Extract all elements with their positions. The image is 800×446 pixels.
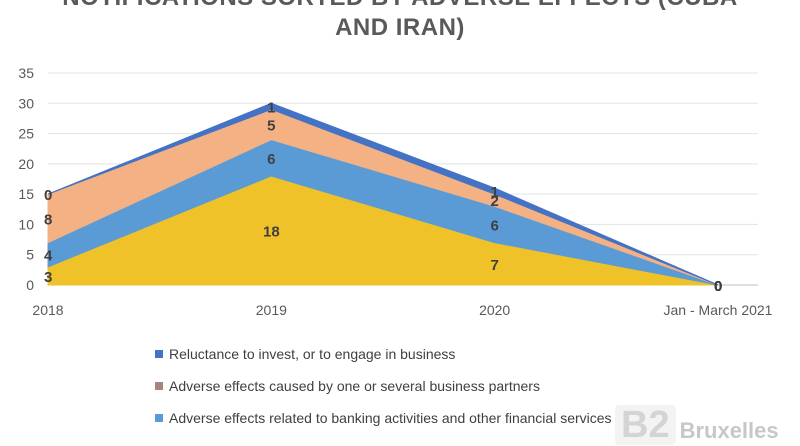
data-label: 1: [490, 184, 498, 201]
x-tick-label: 2020: [479, 302, 510, 318]
legend-item-business-partners: Adverse effects caused by one or several…: [155, 374, 612, 398]
legend-swatch: [155, 350, 163, 358]
chart-title-line-2: AND IRAN): [335, 14, 465, 41]
watermark: B2 Bruxelles: [615, 398, 800, 445]
watermark-text: Bruxelles: [679, 418, 779, 443]
data-label: 4: [44, 248, 53, 265]
data-label: 3: [44, 269, 52, 286]
y-tick-label: 5: [26, 247, 34, 263]
chart-title-line-1: NOTIFICATIONS SORTED BY ADVERSE EFFECTS …: [0, 0, 800, 12]
legend-swatch: [155, 382, 163, 390]
data-label: 2: [490, 193, 498, 210]
legend-item-reluctance: Reluctance to invest, or to engage in bu…: [155, 342, 612, 366]
legend: Reluctance to invest, or to engage in bu…: [155, 342, 612, 438]
data-label: 0: [714, 278, 722, 295]
data-label: 0: [44, 187, 52, 204]
data-label: 7: [490, 257, 498, 274]
y-tick-label: 35: [18, 65, 34, 81]
y-tick-label: 0: [26, 277, 34, 293]
watermark-logo: B2: [615, 405, 676, 445]
data-label: 5: [267, 117, 275, 134]
data-label: 1: [267, 99, 275, 116]
legend-label: Adverse effects related to banking activ…: [169, 410, 612, 426]
data-label: 6: [490, 217, 498, 234]
x-tick-label: 2019: [256, 302, 287, 318]
data-label: 8: [44, 211, 52, 228]
data-label: 0: [714, 278, 722, 295]
y-tick-label: 10: [18, 216, 34, 232]
area-series-3: [47, 102, 719, 286]
y-tick-label: 25: [18, 126, 34, 142]
y-tick-label: 20: [18, 156, 34, 172]
legend-label: Adverse effects caused by one or several…: [169, 378, 540, 394]
y-tick-label: 15: [18, 186, 34, 202]
legend-item-banking: Adverse effects related to banking activ…: [155, 406, 612, 430]
data-label: 0: [714, 278, 722, 295]
data-label: 0: [714, 278, 722, 295]
data-label: 6: [267, 151, 275, 168]
data-label: 18: [263, 223, 280, 240]
x-tick-label: 2018: [32, 302, 63, 318]
legend-swatch: [155, 414, 163, 422]
legend-label: Reluctance to invest, or to engage in bu…: [169, 346, 456, 362]
y-tick-label: 30: [18, 95, 34, 111]
x-tick-label: Jan - March 2021: [664, 302, 773, 318]
